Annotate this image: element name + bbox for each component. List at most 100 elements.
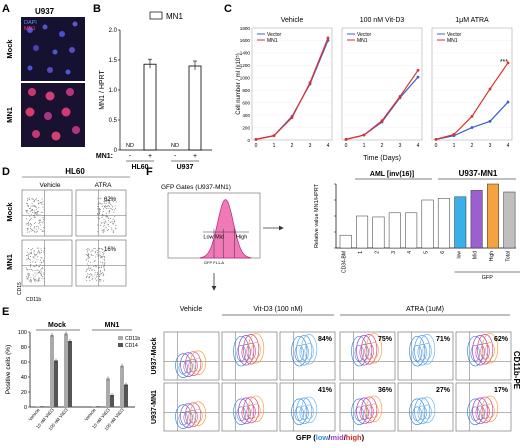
- d-event: [34, 257, 36, 259]
- panel-d-ylabel: CD15: [17, 282, 23, 295]
- panel-letter-d: D: [2, 166, 10, 178]
- c-point: [398, 95, 402, 98]
- c-xtick-label: 1: [363, 143, 366, 149]
- d-event: [29, 268, 31, 270]
- c-plot-frame: [431, 27, 513, 141]
- d-event: [104, 229, 106, 231]
- panel-a-cell-line: U937: [35, 7, 55, 16]
- d-event: [39, 202, 41, 204]
- flow-contour: [356, 335, 373, 366]
- c-point: [272, 134, 276, 138]
- d-event: [93, 266, 95, 268]
- flow-header-vitd3: Vit-D3 (100 nM): [253, 306, 302, 313]
- panel-letter-b: B: [93, 3, 101, 15]
- d-event: [38, 250, 40, 252]
- d-event: [39, 264, 41, 266]
- d-event: [43, 250, 45, 252]
- d-event: [101, 230, 103, 232]
- fbar-ylabel: Relative value MN1/HPRT: [314, 183, 320, 248]
- d-event: [87, 273, 89, 275]
- d-event: [29, 255, 31, 257]
- d-event: [35, 212, 37, 214]
- d-event: [27, 231, 29, 233]
- d-event: [94, 272, 96, 274]
- e-bar: [92, 406, 96, 407]
- d-event: [85, 276, 87, 278]
- d-event: [26, 211, 28, 213]
- d-event: [115, 207, 117, 209]
- d-event: [113, 220, 115, 222]
- d-event: [42, 230, 44, 232]
- c-subplot-title: 1μM ATRA: [455, 17, 489, 24]
- d-event: [27, 258, 29, 260]
- d-event: [107, 199, 109, 201]
- d-flow-plot: [75, 189, 127, 237]
- flow-xlabel: GFP (low/mid/high): [296, 433, 365, 442]
- d-event: [98, 212, 100, 214]
- c-legend-label: Vector: [447, 32, 462, 38]
- d-event: [94, 269, 96, 271]
- d-event: [38, 266, 40, 268]
- fbar-bar: [339, 234, 352, 249]
- d-event: [97, 214, 99, 216]
- d-event: [34, 272, 36, 274]
- d-event: [30, 281, 32, 283]
- d-event: [98, 211, 100, 213]
- d-event: [88, 265, 90, 267]
- c-xtick-label: 4: [417, 143, 420, 149]
- d-event: [26, 276, 28, 278]
- d-event: [40, 275, 42, 277]
- d-event: [109, 202, 111, 204]
- d-event: [37, 271, 39, 273]
- d-event: [40, 252, 42, 254]
- d-event: [38, 222, 40, 224]
- gate-histogram: [199, 199, 252, 259]
- d-event: [29, 207, 31, 209]
- d-event: [103, 266, 105, 268]
- d-event: [97, 224, 99, 226]
- d-event: [99, 248, 101, 250]
- d-event: [36, 279, 38, 281]
- d-event: [98, 273, 100, 275]
- e-xtick-label: Vehicle: [84, 407, 97, 422]
- d-event: [37, 256, 39, 258]
- d-event: [34, 281, 36, 283]
- d-event: [25, 202, 27, 204]
- d-event: [28, 257, 30, 259]
- d-event: [103, 267, 105, 269]
- d-event: [41, 257, 43, 259]
- d-event: [43, 204, 45, 206]
- d-event: [40, 202, 42, 204]
- micrograph-mock-cells: [27, 21, 78, 75]
- flow-percent: 41%: [318, 387, 333, 394]
- d-event: [114, 215, 116, 217]
- fbar-bar: [421, 199, 434, 249]
- c-xtick-label: 4: [507, 143, 510, 149]
- d-event: [43, 277, 45, 279]
- d-event: [89, 257, 91, 259]
- d-event: [26, 277, 28, 279]
- flow-contour: [301, 334, 318, 365]
- c-subplot-title: Vehicle: [281, 17, 304, 24]
- b-legend-label: MN1: [166, 12, 183, 21]
- flow-contour: [409, 335, 426, 367]
- fbar-bar: [454, 196, 467, 249]
- d-event: [44, 253, 46, 255]
- d-event: [87, 255, 89, 257]
- panel-d-pct-atra-mock: 62%: [104, 197, 117, 203]
- d-event: [102, 231, 104, 233]
- d-event: [102, 208, 104, 210]
- d-event: [40, 269, 42, 271]
- e-xtick-label: Vehicle: [28, 407, 41, 422]
- d-event: [90, 253, 92, 255]
- c-ytick-label: 1000: [240, 76, 251, 81]
- d-event: [42, 220, 44, 222]
- d-event: [31, 229, 33, 231]
- d-event: [90, 273, 92, 275]
- d-event: [109, 211, 111, 213]
- d-event: [112, 218, 114, 220]
- d-event: [37, 279, 39, 281]
- d-event: [108, 201, 110, 203]
- c-legend-label: MN1: [447, 38, 458, 44]
- d-event: [30, 228, 32, 230]
